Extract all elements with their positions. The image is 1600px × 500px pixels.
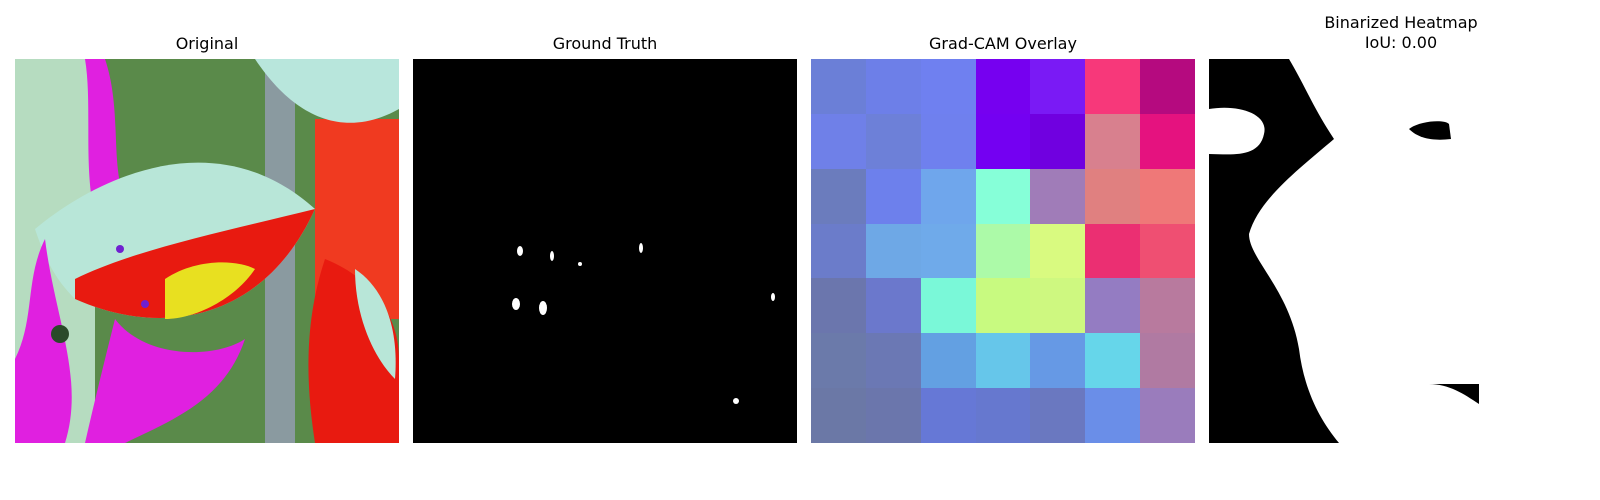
gradcam-cell [1030,223,1086,279]
binarized-heatmap-title: Binarized Heatmap IoU: 0.00 [1209,13,1593,53]
original-title: Original [175,34,239,53]
gradcam-cell [975,223,1031,279]
gradcam-cell [1140,388,1195,443]
gradcam-cell [1085,223,1141,279]
gradcam-cell [811,333,866,389]
gradcam-cell [975,333,1031,389]
gradcam-cell [1140,168,1195,224]
gradcam-cell [865,333,921,389]
gradcam-cell [1030,333,1086,389]
gradcam-cell [811,59,866,114]
gradcam-cell [865,113,921,169]
gradcam-cell [1140,223,1195,279]
gradcam-cell [920,168,976,224]
iou-score: IoU: 0.00 [1364,33,1438,52]
gradcam-cell [811,388,866,443]
gradcam-overlay-title: Grad-CAM Overlay [929,34,1077,53]
original-image-render [15,59,399,443]
gradcam-cell [975,59,1031,114]
gradcam-cell [811,113,866,169]
gradcam-cell [920,223,976,279]
gradcam-cell [920,278,976,334]
gradcam-cell [1085,168,1141,224]
ground-truth-render [413,59,797,443]
gradcam-cell [1030,388,1086,443]
gradcam-cell [1030,59,1086,114]
original-image [15,59,399,443]
gradcam-grid [811,59,1195,443]
gradcam-cell [1140,113,1195,169]
gradcam-cell [920,333,976,389]
gradcam-cell [1085,113,1141,169]
gradcam-cell [1030,113,1086,169]
gradcam-cell [811,278,866,334]
gradcam-cell [865,278,921,334]
gradcam-cell [1085,59,1141,114]
ground-truth-mask [413,59,797,443]
gradcam-cell [920,59,976,114]
gradcam-cell [975,388,1031,443]
gradcam-cell [1140,333,1195,389]
binarized-heatmap [1209,59,1593,443]
gradcam-cell [1085,388,1141,443]
gradcam-cell [975,113,1031,169]
gradcam-cell [865,388,921,443]
binarized-heatmap-render [1209,59,1593,443]
ground-truth-title: Ground Truth [552,34,658,53]
gradcam-cell [811,168,866,224]
gradcam-cell [920,388,976,443]
gradcam-cell [811,223,866,279]
gradcam-cell [865,168,921,224]
gradcam-cell [1140,59,1195,114]
gradcam-cell [920,113,976,169]
gradcam-cell [1030,168,1086,224]
gradcam-cell [1140,278,1195,334]
gradcam-cell [1085,333,1141,389]
gradcam-cell [975,168,1031,224]
gradcam-cell [975,278,1031,334]
gradcam-cell [1030,278,1086,334]
gradcam-cell [865,59,921,114]
gradcam-overlay [811,59,1195,443]
gradcam-cell [1085,278,1141,334]
binarized-heatmap-title-text: Binarized Heatmap [1324,13,1478,32]
gradcam-cell [865,223,921,279]
